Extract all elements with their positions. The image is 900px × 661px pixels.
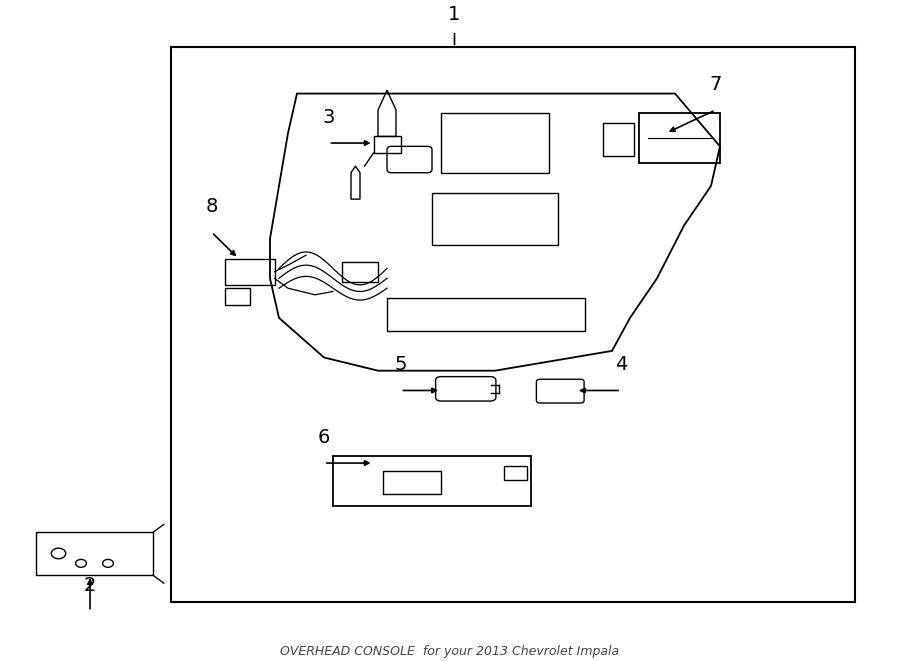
Bar — [441, 113, 549, 173]
Text: 4: 4 — [615, 355, 627, 374]
Text: 7: 7 — [709, 75, 722, 94]
Bar — [432, 192, 558, 245]
Bar — [603, 123, 634, 156]
Bar — [333, 457, 531, 506]
Bar — [225, 258, 274, 285]
Text: 1: 1 — [448, 5, 461, 24]
Bar — [504, 467, 526, 479]
Bar — [342, 262, 378, 282]
Bar — [225, 288, 250, 305]
Bar — [387, 298, 585, 331]
Bar — [171, 48, 855, 602]
Bar — [639, 113, 720, 163]
Text: 6: 6 — [318, 428, 330, 447]
Text: 5: 5 — [394, 355, 407, 374]
Text: 3: 3 — [322, 108, 335, 126]
Text: 2: 2 — [84, 576, 96, 595]
Text: 8: 8 — [205, 196, 218, 215]
Bar — [382, 471, 441, 494]
Text: OVERHEAD CONSOLE  for your 2013 Chevrolet Impala: OVERHEAD CONSOLE for your 2013 Chevrolet… — [281, 644, 619, 658]
Bar — [374, 136, 400, 153]
